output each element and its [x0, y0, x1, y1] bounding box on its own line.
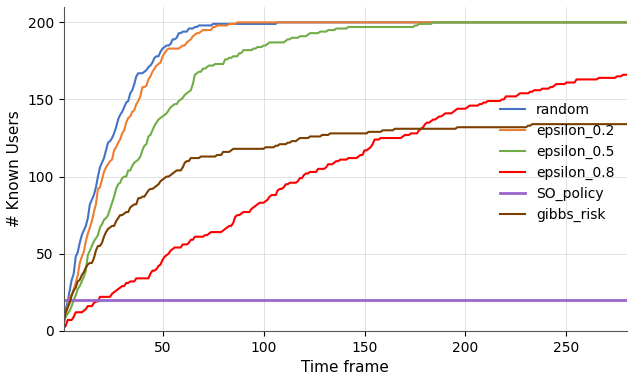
epsilon_0.5	[531, 20, 538, 25]
epsilon_0.5	[407, 25, 415, 29]
Line: gibbs_risk: gibbs_risk	[63, 124, 627, 323]
epsilon_0.8	[407, 131, 415, 136]
epsilon_0.2	[409, 20, 417, 25]
random	[383, 20, 391, 25]
epsilon_0.8	[619, 73, 627, 77]
gibbs_risk	[60, 321, 67, 325]
random	[623, 20, 631, 25]
SO_policy	[146, 298, 154, 302]
random	[274, 20, 281, 25]
random	[332, 20, 340, 25]
gibbs_risk	[623, 122, 631, 126]
epsilon_0.8	[528, 89, 536, 94]
epsilon_0.5	[429, 20, 437, 25]
epsilon_0.8	[524, 91, 532, 96]
Line: epsilon_0.5: epsilon_0.5	[63, 23, 627, 323]
random	[531, 20, 538, 25]
random	[526, 20, 534, 25]
SO_policy	[524, 298, 532, 302]
epsilon_0.2	[146, 74, 154, 79]
epsilon_0.8	[60, 325, 67, 330]
epsilon_0.5	[381, 25, 389, 29]
epsilon_0.5	[60, 321, 67, 325]
random	[409, 20, 417, 25]
epsilon_0.2	[623, 20, 631, 25]
Line: epsilon_0.2: epsilon_0.2	[63, 23, 627, 325]
SO_policy	[528, 298, 536, 302]
epsilon_0.2	[332, 20, 340, 25]
epsilon_0.5	[526, 20, 534, 25]
epsilon_0.5	[146, 133, 154, 137]
random	[60, 319, 67, 324]
epsilon_0.2	[60, 322, 67, 327]
SO_policy	[407, 298, 415, 302]
epsilon_0.2	[383, 20, 391, 25]
gibbs_risk	[330, 131, 338, 136]
epsilon_0.5	[330, 28, 338, 32]
gibbs_risk	[524, 123, 532, 128]
Legend: random, epsilon_0.2, epsilon_0.5, epsilon_0.8, SO_policy, gibbs_risk: random, epsilon_0.2, epsilon_0.5, epsilo…	[495, 97, 620, 228]
gibbs_risk	[381, 128, 389, 133]
Y-axis label: # Known Users: # Known Users	[7, 110, 22, 227]
epsilon_0.8	[146, 272, 154, 276]
epsilon_0.2	[526, 20, 534, 25]
SO_policy	[330, 298, 338, 302]
epsilon_0.8	[330, 160, 338, 165]
gibbs_risk	[528, 122, 536, 126]
Line: epsilon_0.8: epsilon_0.8	[63, 75, 627, 328]
SO_policy	[623, 298, 631, 302]
X-axis label: Time frame: Time frame	[301, 360, 389, 375]
gibbs_risk	[146, 187, 154, 191]
SO_policy	[381, 298, 389, 302]
random	[146, 63, 154, 68]
SO_policy	[60, 298, 67, 302]
gibbs_risk	[531, 122, 538, 126]
Line: random: random	[63, 23, 627, 322]
epsilon_0.2	[531, 20, 538, 25]
epsilon_0.8	[623, 73, 631, 77]
epsilon_0.5	[623, 20, 631, 25]
epsilon_0.8	[381, 136, 389, 140]
gibbs_risk	[407, 126, 415, 131]
epsilon_0.2	[233, 20, 241, 25]
